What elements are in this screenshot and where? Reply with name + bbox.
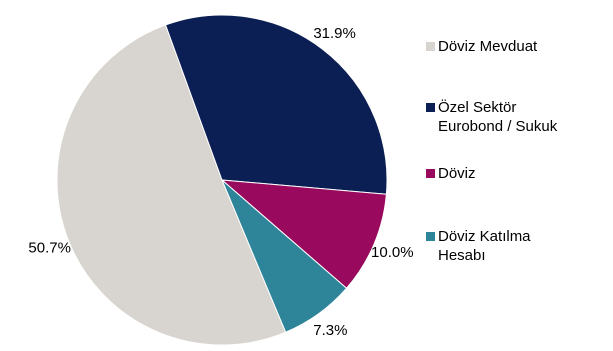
legend-label: Özel Sektör Eurobond / Sukuk [438, 99, 558, 135]
legend-item-doviz: Döviz [426, 164, 476, 183]
legend: Döviz Mevduat Özel Sektör Eurobond / Suk… [426, 0, 613, 351]
pie-slice-doviz-katilma-hesabi [221, 179, 348, 333]
legend-item-doviz-katilma-hesabi: Döviz Katılma Hesabı [426, 227, 531, 265]
legend-swatch [426, 169, 435, 178]
slice-label-ozel-sektor-eurobond-sukuk: 31.9% [313, 25, 356, 42]
pie-slices [56, 14, 388, 346]
pie-labels: 50.7% 31.9% 10.0% 7.3% [28, 25, 413, 339]
legend-item-doviz-mevduat: Döviz Mevduat [426, 37, 537, 56]
slice-label-doviz-katilma-hesabi: 7.3% [313, 322, 347, 339]
pie-slice-doviz-mevduat [56, 24, 287, 346]
legend-label: Döviz Mevduat [438, 38, 538, 55]
legend-label: Döviz Katılma Hesabı [438, 228, 531, 264]
pie-slice-ozel-sektor-eurobond-sukuk [164, 14, 388, 195]
pie-slice-doviz [220, 179, 387, 289]
legend-item-ozel-sektor-eurobond-sukuk: Özel Sektör Eurobond / Sukuk [426, 98, 557, 136]
legend-label: Döviz [438, 165, 476, 182]
slice-label-doviz-mevduat: 50.7% [28, 239, 71, 256]
legend-swatch [426, 232, 435, 241]
legend-swatch [426, 42, 435, 51]
legend-swatch [426, 103, 435, 112]
slice-label-doviz: 10.0% [371, 244, 414, 261]
